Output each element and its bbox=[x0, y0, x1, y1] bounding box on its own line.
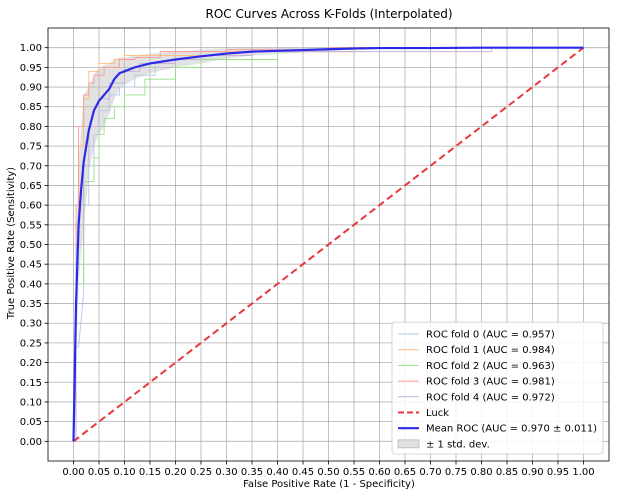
x-tick-label: 0.75 bbox=[445, 467, 467, 478]
legend: ROC fold 0 (AUC = 0.957) ROC fold 1 (AUC … bbox=[391, 321, 604, 455]
y-tick-label: 0.55 bbox=[20, 220, 42, 231]
legend-label: ROC fold 0 (AUC = 0.957) bbox=[426, 330, 555, 341]
x-tick-label: 0.25 bbox=[190, 467, 212, 478]
legend-label: ± 1 std. dev. bbox=[426, 439, 490, 450]
x-tick-label: 0.65 bbox=[394, 467, 416, 478]
y-tick-label: 0.60 bbox=[20, 201, 42, 212]
roc-fold-3-line bbox=[73, 47, 584, 442]
chart-title: ROC Curves Across K-Folds (Interpolated) bbox=[205, 7, 452, 21]
y-axis-label: True Positive Rate (Sensitivity) bbox=[6, 167, 17, 320]
legend-label: ROC fold 3 (AUC = 0.981) bbox=[426, 377, 555, 388]
y-tick-label: 0.00 bbox=[20, 437, 42, 448]
y-tick-label: 0.20 bbox=[20, 358, 42, 369]
y-tick-label: 0.75 bbox=[20, 142, 42, 153]
y-tick-label: 0.40 bbox=[20, 279, 42, 290]
x-tick-label: 0.30 bbox=[215, 467, 237, 478]
x-tick-label: 0.70 bbox=[419, 467, 441, 478]
legend-label: ROC fold 2 (AUC = 0.963) bbox=[426, 361, 555, 372]
y-tick-label: 0.80 bbox=[20, 122, 42, 133]
y-tick-label: 0.70 bbox=[20, 161, 42, 172]
y-tick-label: 0.05 bbox=[20, 417, 42, 428]
y-tick-label: 0.25 bbox=[20, 338, 42, 349]
mean-roc-line bbox=[72, 46, 584, 442]
y-tick-label: 0.95 bbox=[20, 63, 42, 74]
x-tick-label: 0.35 bbox=[241, 467, 263, 478]
roc-fold-4-line bbox=[73, 47, 584, 442]
roc-fold-2-line bbox=[73, 47, 584, 442]
x-tick-label: 0.55 bbox=[343, 467, 365, 478]
y-tick-label: 0.30 bbox=[20, 319, 42, 330]
y-tick-label: 0.90 bbox=[20, 83, 42, 94]
x-tick-label: 0.00 bbox=[62, 467, 84, 478]
y-tick-label: 1.00 bbox=[20, 43, 42, 54]
legend-label: Mean ROC (AUC = 0.970 ± 0.011) bbox=[426, 424, 597, 435]
series-layer bbox=[72, 46, 585, 443]
x-tick-label: 0.45 bbox=[292, 467, 314, 478]
x-tick-label: 1.00 bbox=[572, 467, 594, 478]
luck-line bbox=[72, 46, 585, 443]
y-tick-label: 0.15 bbox=[20, 378, 42, 389]
x-tick-label: 0.10 bbox=[113, 467, 135, 478]
y-tick-label: 0.65 bbox=[20, 181, 42, 192]
legend-label: ROC fold 4 (AUC = 0.972) bbox=[426, 392, 555, 403]
y-tick-label: 0.35 bbox=[20, 299, 42, 310]
x-tick-label: 0.50 bbox=[317, 467, 339, 478]
legend-label: ROC fold 1 (AUC = 0.984) bbox=[426, 345, 555, 356]
x-tick-label: 0.60 bbox=[368, 467, 390, 478]
y-tick-label: 0.10 bbox=[20, 397, 42, 408]
legend-label: Luck bbox=[426, 408, 449, 419]
x-tick-label: 0.15 bbox=[139, 467, 161, 478]
x-tick-label: 0.85 bbox=[496, 467, 518, 478]
x-tick-label: 0.05 bbox=[88, 467, 110, 478]
legend-swatch bbox=[397, 439, 420, 449]
x-tick-label: 0.80 bbox=[470, 467, 492, 478]
legend-box bbox=[391, 321, 604, 455]
y-tick-label: 0.45 bbox=[20, 260, 42, 271]
x-tick-label: 0.90 bbox=[521, 467, 543, 478]
x-tick-label: 0.20 bbox=[164, 467, 186, 478]
x-tick-label: 0.40 bbox=[266, 467, 288, 478]
x-tick-label: 0.95 bbox=[547, 467, 569, 478]
y-tick-label: 0.85 bbox=[20, 102, 42, 113]
x-axis-label: False Positive Rate (1 - Specificity) bbox=[243, 479, 415, 490]
tick-layer: 0.00 0.05 0.10 0.15 0.20 0.25 0.30 0.35 0.40 0.45… bbox=[20, 43, 595, 478]
y-tick-label: 0.50 bbox=[20, 240, 42, 251]
